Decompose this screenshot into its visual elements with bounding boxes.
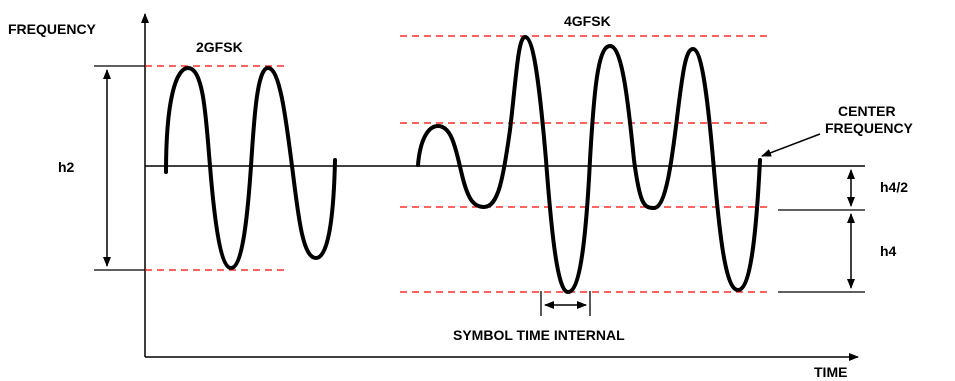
frequency-axis-label: FREQUENCY <box>8 21 97 37</box>
h4-half-label: h4/2 <box>880 179 908 195</box>
reference-lines <box>94 65 865 293</box>
h2-label: h2 <box>58 159 75 175</box>
center-frequency-label-line1: CENTER <box>838 103 896 119</box>
symbol-time-label: SYMBOL TIME INTERNAL <box>453 327 625 343</box>
deviation-levels <box>145 35 768 293</box>
2gfsk-label: 2GFSK <box>196 39 243 55</box>
center-frequency-pointer <box>761 133 821 157</box>
time-axis-label: TIME <box>814 364 847 380</box>
2gfsk-waveform <box>164 66 337 270</box>
h4-label: h4 <box>880 243 897 259</box>
4gfsk-label: 4GFSK <box>564 13 611 29</box>
4gfsk-waveform <box>416 35 762 294</box>
center-frequency-label-line2: FREQUENCY <box>825 120 914 136</box>
